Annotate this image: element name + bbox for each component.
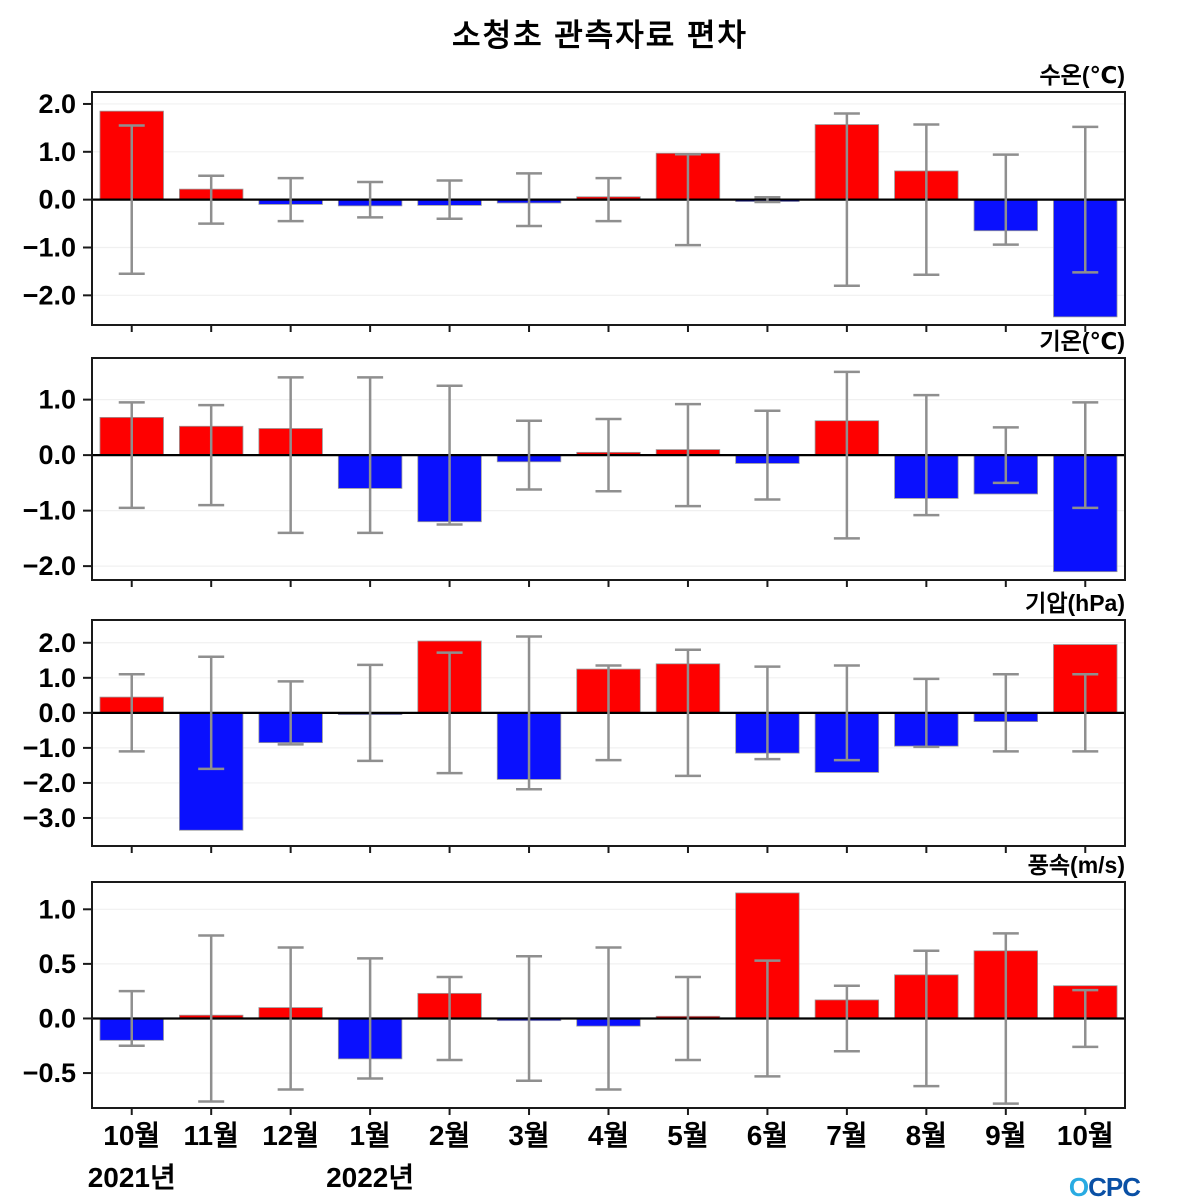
x-axis-label: 10월 xyxy=(103,1120,161,1151)
x-axis-label: 1월 xyxy=(349,1120,391,1151)
y-tick-label: 1.0 xyxy=(38,137,76,167)
y-tick-label: 0.0 xyxy=(38,698,76,728)
panel-frame xyxy=(91,619,1126,847)
logo-letters-cpc: CPC xyxy=(1088,1172,1141,1202)
panel-plot-air-temperature: −2.0 −1.0 0.0 1.0 xyxy=(23,357,1126,587)
y-tick-label: −2.0 xyxy=(23,280,76,310)
y-tick-label: 1.0 xyxy=(38,894,76,924)
panel-label-water-temperature: 수온(℃) xyxy=(1039,62,1126,88)
x-axis-label: 2월 xyxy=(428,1120,471,1151)
panel-plot-wind-speed: −0.5 0.0 0.5 1.0 xyxy=(23,881,1126,1115)
x-axis-label: 11월 xyxy=(183,1120,239,1151)
panel-frame xyxy=(91,881,1126,1109)
panel-frame xyxy=(91,91,1126,326)
y-tick-label: −2.0 xyxy=(23,551,76,581)
panel-label-air-temperature: 기온(℃) xyxy=(1039,328,1126,354)
year-label-2021: 2021년 xyxy=(87,1162,176,1193)
x-axis-label: 10월 xyxy=(1056,1120,1114,1151)
ocpc-logo: OCPC xyxy=(1068,1172,1141,1203)
x-axis-label: 6월 xyxy=(746,1120,789,1151)
y-tick-label: 2.0 xyxy=(38,89,76,119)
x-axis-label: 3월 xyxy=(508,1120,550,1151)
y-tick-label: −3.0 xyxy=(23,803,76,833)
x-axis-label: 12월 xyxy=(262,1120,320,1151)
panel-plot-pressure: −3.0 −2.0 −1.0 0.0 1.0 2.0 xyxy=(23,619,1126,853)
y-tick-label: 1.0 xyxy=(38,385,76,415)
y-tick-label: −1.0 xyxy=(23,232,76,262)
x-axis-label: 7월 xyxy=(826,1120,868,1151)
y-tick-label: 2.0 xyxy=(38,628,76,658)
logo-letter-o: O xyxy=(1068,1172,1089,1202)
x-axis-label: 5월 xyxy=(667,1120,709,1151)
panel-plot-water-temperature: −2.0 −1.0 0.0 1.0 2.0 xyxy=(23,89,1126,332)
y-tick-label: −0.5 xyxy=(23,1058,76,1088)
y-tick-label: −1.0 xyxy=(23,496,76,526)
y-tick-label: 0.0 xyxy=(38,185,76,215)
y-tick-label: −2.0 xyxy=(23,768,76,798)
panel-label-wind-speed: 풍속(m/s) xyxy=(1027,852,1125,878)
x-axis-label: 9월 xyxy=(985,1120,1027,1151)
chart-title: 소청초 관측자료 편차 xyxy=(452,18,748,53)
year-label-2022: 2022년 xyxy=(326,1162,415,1193)
y-tick-label: 0.0 xyxy=(38,440,76,470)
y-tick-label: 0.0 xyxy=(38,1003,76,1033)
y-tick-label: 1.0 xyxy=(38,663,76,693)
x-axis-label: 8월 xyxy=(905,1120,948,1151)
panel-label-pressure: 기압(hPa) xyxy=(1025,590,1125,616)
x-axis-labels: 10월 11월 12월 1월 2월 3월 4월 5월 6월 7월 8월 9월 10월 xyxy=(0,1114,1200,1151)
y-tick-label: −1.0 xyxy=(23,733,76,763)
y-tick-label: 0.5 xyxy=(38,949,76,979)
panel-frame xyxy=(91,357,1126,581)
x-axis-label: 4월 xyxy=(587,1120,630,1151)
